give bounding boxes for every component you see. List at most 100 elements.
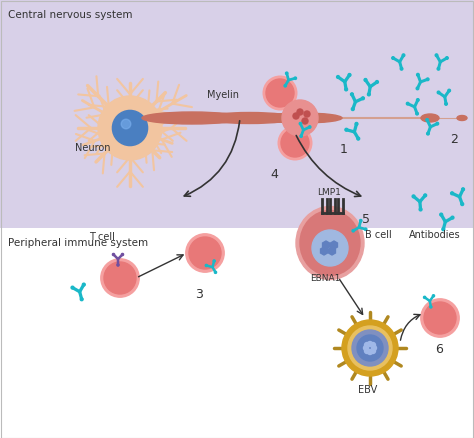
- Circle shape: [402, 54, 405, 57]
- Circle shape: [445, 102, 447, 105]
- Circle shape: [121, 254, 124, 256]
- Circle shape: [367, 342, 373, 346]
- Circle shape: [367, 350, 373, 354]
- Circle shape: [342, 320, 398, 376]
- Circle shape: [348, 326, 392, 370]
- Circle shape: [278, 126, 312, 160]
- Circle shape: [284, 85, 286, 87]
- Circle shape: [213, 260, 215, 262]
- Circle shape: [357, 137, 360, 140]
- Circle shape: [112, 110, 147, 145]
- Circle shape: [451, 192, 454, 194]
- Circle shape: [437, 91, 440, 94]
- Text: EBNA1: EBNA1: [310, 274, 340, 283]
- Circle shape: [293, 113, 299, 119]
- Text: B cell: B cell: [365, 230, 392, 240]
- Circle shape: [362, 97, 365, 100]
- Circle shape: [400, 67, 403, 70]
- Text: Neuron: Neuron: [75, 143, 110, 153]
- Circle shape: [82, 283, 85, 286]
- Circle shape: [416, 87, 419, 90]
- Circle shape: [266, 79, 294, 107]
- Circle shape: [424, 194, 427, 197]
- Circle shape: [419, 208, 422, 211]
- Circle shape: [436, 122, 438, 125]
- Circle shape: [80, 298, 83, 300]
- Circle shape: [205, 265, 208, 267]
- Circle shape: [285, 72, 288, 74]
- Circle shape: [352, 330, 388, 366]
- Text: 3: 3: [195, 288, 203, 301]
- Circle shape: [364, 78, 367, 81]
- Circle shape: [294, 77, 297, 79]
- Circle shape: [412, 195, 415, 198]
- Circle shape: [351, 93, 353, 95]
- Circle shape: [281, 129, 309, 157]
- Circle shape: [424, 302, 456, 334]
- Ellipse shape: [296, 206, 364, 279]
- Circle shape: [71, 286, 74, 289]
- Circle shape: [365, 349, 370, 353]
- Text: Myelin: Myelin: [207, 90, 239, 100]
- Circle shape: [406, 102, 409, 105]
- Circle shape: [461, 203, 464, 205]
- Ellipse shape: [300, 211, 360, 276]
- Circle shape: [352, 230, 355, 232]
- Circle shape: [417, 74, 419, 76]
- Circle shape: [312, 230, 348, 266]
- Ellipse shape: [421, 114, 439, 122]
- Text: T cell: T cell: [89, 232, 115, 242]
- Circle shape: [424, 296, 426, 298]
- FancyBboxPatch shape: [0, 0, 474, 228]
- Circle shape: [421, 299, 459, 337]
- Circle shape: [282, 100, 318, 136]
- Circle shape: [337, 76, 339, 78]
- Circle shape: [448, 89, 450, 92]
- Circle shape: [345, 88, 347, 91]
- Circle shape: [426, 119, 428, 121]
- Circle shape: [121, 119, 131, 129]
- Circle shape: [355, 123, 358, 125]
- Text: 4: 4: [270, 168, 278, 181]
- Circle shape: [357, 335, 383, 361]
- Circle shape: [302, 118, 308, 124]
- Text: 2: 2: [450, 133, 458, 146]
- Circle shape: [360, 219, 362, 222]
- Circle shape: [309, 126, 311, 128]
- Circle shape: [427, 78, 429, 81]
- Circle shape: [392, 57, 394, 59]
- Circle shape: [440, 213, 443, 216]
- Circle shape: [112, 254, 115, 256]
- Circle shape: [101, 259, 139, 297]
- Text: Central nervous system: Central nervous system: [8, 10, 133, 20]
- Circle shape: [351, 108, 354, 110]
- Circle shape: [300, 135, 302, 138]
- Circle shape: [446, 57, 448, 59]
- Circle shape: [98, 96, 162, 160]
- Circle shape: [365, 228, 367, 230]
- Circle shape: [451, 216, 454, 219]
- Circle shape: [186, 234, 224, 272]
- Circle shape: [462, 188, 465, 191]
- Circle shape: [263, 76, 297, 110]
- Text: Antibodies: Antibodies: [409, 230, 461, 240]
- Circle shape: [214, 271, 217, 273]
- Ellipse shape: [262, 113, 342, 123]
- Circle shape: [297, 109, 303, 115]
- Circle shape: [365, 343, 370, 347]
- FancyBboxPatch shape: [0, 228, 474, 438]
- Circle shape: [430, 306, 432, 308]
- Ellipse shape: [204, 113, 294, 124]
- Circle shape: [345, 128, 348, 131]
- Circle shape: [104, 262, 136, 294]
- Circle shape: [372, 346, 376, 350]
- Circle shape: [375, 81, 378, 83]
- Circle shape: [117, 264, 119, 266]
- Text: Peripheral immune system: Peripheral immune system: [8, 238, 148, 248]
- Circle shape: [416, 112, 419, 115]
- Circle shape: [371, 343, 375, 347]
- Circle shape: [364, 346, 368, 350]
- Text: 1: 1: [340, 143, 348, 156]
- Text: LMP1: LMP1: [317, 188, 341, 197]
- Text: 5: 5: [362, 213, 370, 226]
